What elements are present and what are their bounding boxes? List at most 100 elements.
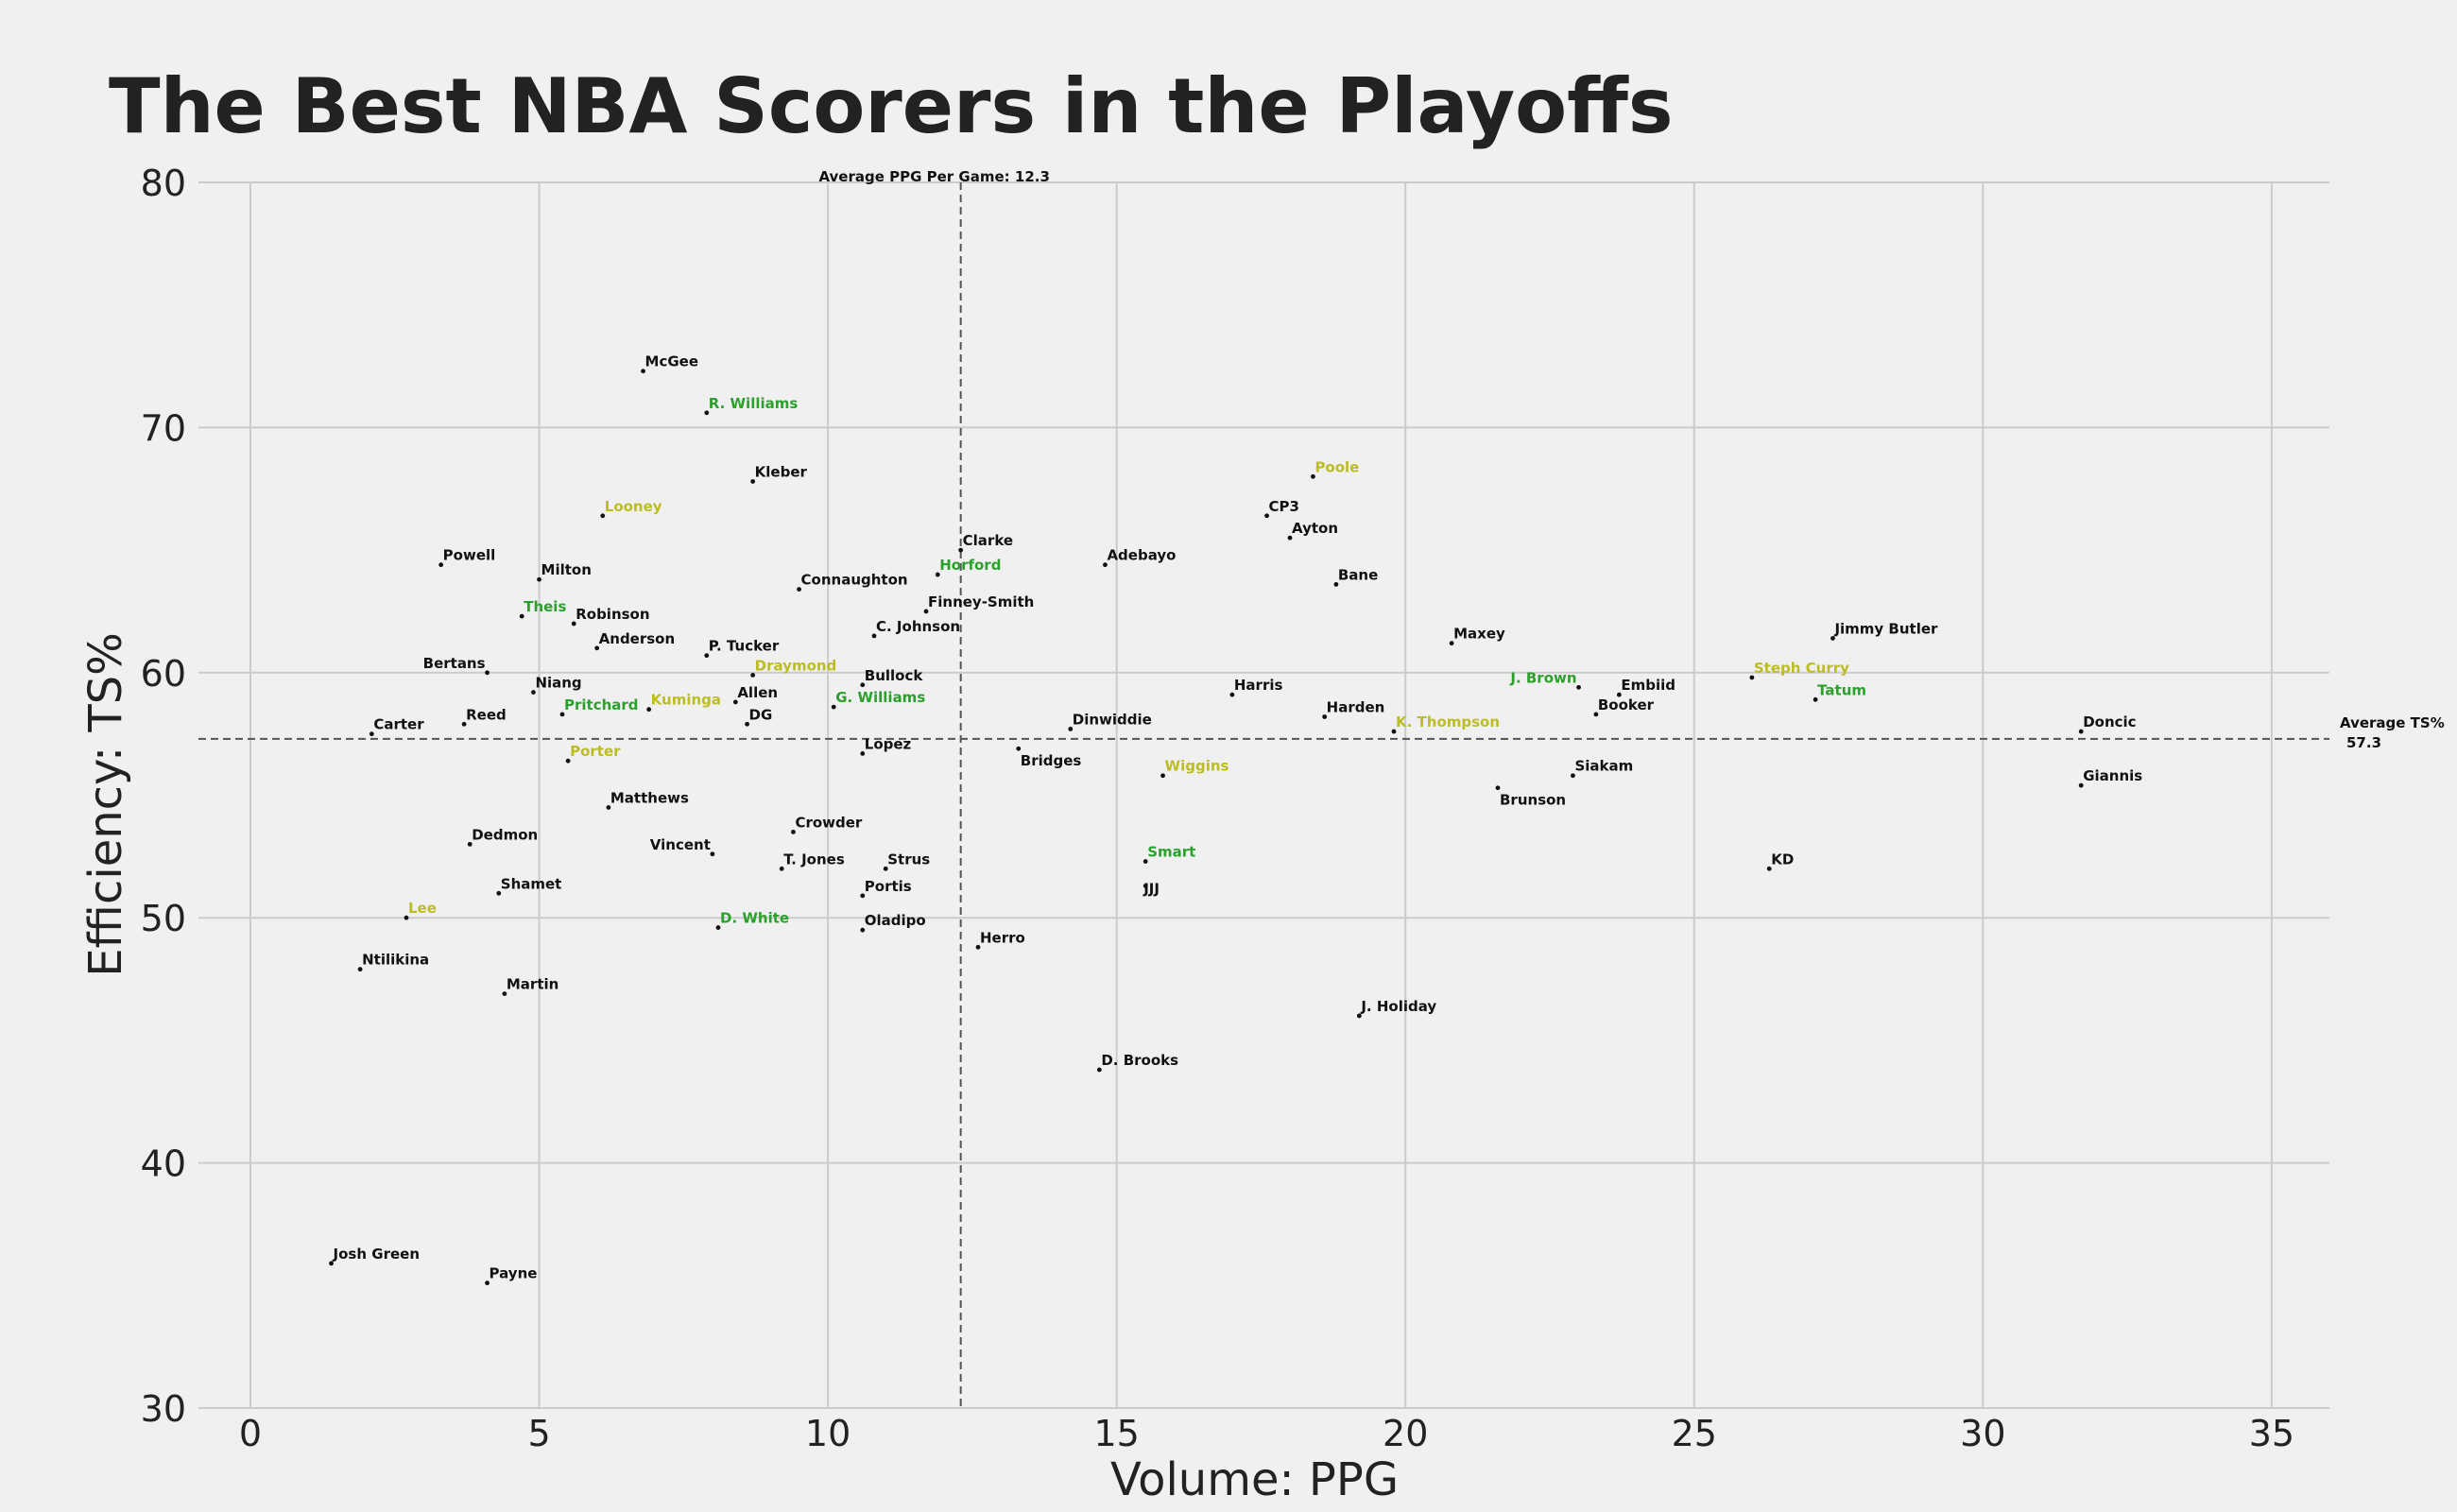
- axis-ticks: 0 5 10 15 20 25 30 35 30 40 50 60 70 80: [141, 163, 2294, 1454]
- data-point: [1264, 513, 1269, 519]
- data-point-label: Martin: [507, 976, 558, 993]
- x-tick-label: 20: [1383, 1413, 1428, 1454]
- data-point-label: Kleber: [755, 463, 808, 480]
- data-point: [606, 805, 611, 810]
- data-point-label: KD: [1771, 850, 1794, 868]
- data-point-label: Booker: [1598, 696, 1655, 713]
- data-point-label: Milton: [541, 561, 592, 578]
- data-point: [1766, 866, 1772, 871]
- average-ppg-label: Average PPG Per Game: 12.3: [818, 168, 1049, 185]
- data-point-label: Lopez: [865, 735, 912, 752]
- data-point-label: Steph Curry: [1754, 660, 1849, 677]
- data-point: [485, 670, 490, 676]
- data-point: [565, 758, 571, 764]
- data-point-label: Bertans: [423, 655, 486, 672]
- data-point-label: Portis: [865, 878, 912, 895]
- data-point: [461, 721, 467, 727]
- data-point: [646, 707, 652, 713]
- data-point: [1356, 1013, 1362, 1019]
- data-point: [1311, 473, 1315, 479]
- data-point: [369, 731, 374, 737]
- data-point: [935, 572, 940, 577]
- data-point-label: D. White: [720, 910, 789, 927]
- data-point-label: R. Williams: [709, 395, 799, 412]
- data-point-label: Anderson: [599, 630, 676, 647]
- data-point-label: Finney-Smith: [928, 593, 1034, 610]
- y-tick-label: 40: [141, 1143, 186, 1185]
- data-point: [559, 712, 565, 717]
- data-point: [357, 967, 363, 972]
- data-point: [1287, 535, 1293, 541]
- data-point-label: Allen: [737, 684, 778, 701]
- data-point-label: Porter: [570, 743, 621, 760]
- data-point-label: Ayton: [1292, 520, 1338, 537]
- chart-title: The Best NBA Scorers in the Playoffs: [109, 62, 1674, 150]
- data-point-label: Siakam: [1574, 758, 1633, 775]
- data-point-label: Robinson: [576, 606, 649, 623]
- data-point-label: G. Williams: [835, 689, 925, 706]
- y-tick-label: 70: [141, 407, 186, 449]
- data-point-label: T. Jones: [783, 850, 845, 868]
- data-point-label: Connaughton: [801, 572, 908, 589]
- data-point-label: Ntilikina: [362, 952, 429, 969]
- data-point: [704, 410, 710, 416]
- data-point: [958, 547, 964, 553]
- data-point: [1160, 773, 1165, 779]
- data-point: [860, 893, 866, 899]
- data-point: [704, 653, 710, 659]
- data-point-label: Doncic: [2083, 713, 2136, 730]
- data-point-label: Crowder: [795, 814, 862, 831]
- data-point: [537, 576, 541, 582]
- data-point-label: Oladipo: [865, 912, 926, 929]
- x-tick-label: 5: [527, 1413, 550, 1454]
- data-point-label: Bullock: [865, 667, 924, 684]
- data-point: [467, 841, 472, 847]
- data-point: [1616, 692, 1622, 697]
- data-point-label: Strus: [887, 850, 930, 868]
- data-point: [641, 369, 645, 374]
- data-point-label: Wiggins: [1165, 758, 1229, 775]
- data-point-label: Jimmy Butler: [1833, 620, 1938, 637]
- data-point-label: Looney: [605, 498, 662, 515]
- y-tick-label: 30: [141, 1388, 186, 1430]
- data-point: [1495, 785, 1501, 791]
- data-point: [732, 699, 738, 705]
- data-point-label: Bridges: [1021, 752, 1082, 769]
- data-point-label: Giannis: [2083, 767, 2142, 784]
- data-point-label: Draymond: [755, 657, 837, 674]
- y-tick-label: 80: [141, 163, 186, 204]
- average-ts-label: Average TS%: [2340, 714, 2445, 731]
- data-point: [750, 479, 756, 484]
- data-point: [831, 704, 836, 710]
- data-point: [1593, 712, 1599, 717]
- data-point-label: Herro: [980, 929, 1025, 946]
- data-point-label: C. Johnson: [876, 618, 960, 635]
- data-point-label: Matthews: [610, 789, 689, 806]
- data-point: [1576, 684, 1581, 690]
- data-point: [1571, 773, 1575, 779]
- data-point: [519, 613, 524, 619]
- data-point: [502, 991, 507, 997]
- data-point-label: Niang: [535, 675, 581, 692]
- data-point-label: D. Brooks: [1101, 1052, 1178, 1069]
- data-point: [485, 1280, 490, 1286]
- data-point: [2078, 782, 2084, 788]
- data-point: [1813, 696, 1818, 702]
- x-axis-label: Volume: PPG: [1110, 1453, 1399, 1506]
- data-point-label: Lee: [408, 900, 437, 917]
- data-point-label: Bane: [1338, 566, 1378, 583]
- data-point-label: Payne: [490, 1265, 538, 1282]
- data-point-label: K. Thompson: [1396, 713, 1500, 730]
- data-point: [404, 915, 409, 920]
- data-point-label: Harden: [1327, 698, 1385, 715]
- data-point: [329, 1261, 334, 1266]
- data-point: [745, 721, 749, 727]
- data-point: [438, 562, 444, 568]
- data-point: [1749, 675, 1755, 680]
- data-point-label: Brunson: [1500, 792, 1566, 809]
- data-point: [750, 672, 756, 678]
- data-point-label: Dinwiddie: [1073, 711, 1152, 728]
- data-point-label: Carter: [373, 716, 424, 733]
